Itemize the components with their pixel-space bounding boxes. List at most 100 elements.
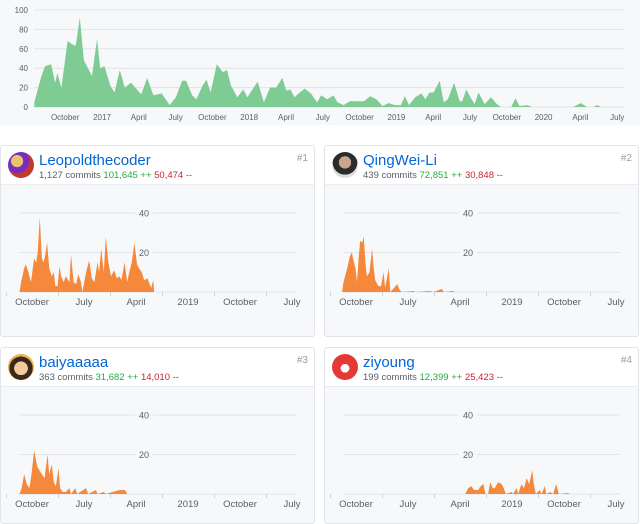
avatar[interactable] (8, 354, 34, 380)
x-tick-label: July (400, 499, 417, 510)
x-tick-label: 2019 (177, 297, 198, 308)
x-tick-label: April (450, 297, 469, 308)
commit-count-link[interactable]: 439 commits (363, 170, 417, 181)
contributor-card: baiyaaaaa 363 commits 31,682 ++ 14,010 -… (0, 347, 315, 524)
y-tick-label: 40 (19, 64, 28, 73)
y-tick-label: 20 (19, 84, 28, 93)
contributor-stats: 439 commits 72,851 ++ 30,848 -- (363, 170, 503, 181)
contributor-rank: #1 (296, 153, 308, 164)
contributor-rank: #4 (620, 355, 632, 366)
x-tick-label: April (572, 113, 588, 122)
additions-count: 101,645 ++ (103, 170, 152, 181)
deletions-count: 30,848 -- (464, 170, 503, 181)
commit-area-series (19, 217, 155, 292)
commit-area-series (341, 236, 455, 292)
contributor-card: Leopoldthecoder 1,127 commits 101,645 ++… (0, 145, 315, 337)
x-tick-label: 2019 (388, 113, 406, 122)
y-tick-label-bg (135, 246, 153, 258)
x-tick-label: July (76, 297, 93, 308)
x-tick-label: October (339, 499, 373, 510)
x-tick-label: July (608, 297, 625, 308)
x-tick-label: 2019 (177, 499, 198, 510)
x-tick-label: April (131, 113, 147, 122)
y-tick-label: 40 (139, 209, 149, 219)
x-tick-label: April (126, 499, 145, 510)
y-tick-label-bg (459, 207, 477, 218)
contributor-name-link[interactable]: QingWei-Li (363, 152, 437, 169)
x-tick-label: 2020 (535, 113, 553, 122)
contributor-header: baiyaaaaa 363 commits 31,682 ++ 14,010 -… (1, 348, 314, 387)
commit-area-series (465, 470, 570, 494)
x-tick-label: October (493, 113, 522, 122)
x-tick-label: July (316, 113, 330, 122)
commit-count-link[interactable]: 1,127 commits (39, 170, 101, 181)
x-tick-label: July (608, 499, 625, 510)
contributor-card: ziyoung 199 commits 12,399 ++ 25,423 -- … (324, 347, 639, 524)
x-tick-label: July (400, 297, 417, 308)
avatar[interactable] (332, 152, 358, 178)
avatar[interactable] (332, 354, 358, 380)
deletions-count: 14,010 -- (140, 372, 179, 383)
x-tick-label: April (278, 113, 294, 122)
contributor-header: QingWei-Li 439 commits 72,851 ++ 30,848 … (325, 146, 638, 185)
x-tick-label: 2019 (501, 297, 522, 308)
contributor-commit-chart: 20 40 October July April 2019 October July (330, 207, 625, 308)
y-tick-label-bg (459, 409, 477, 420)
y-tick-label: 20 (463, 450, 473, 460)
commits-overview-chart: 0 20 40 60 80 100 October 2017 April July October 2… (0, 0, 640, 125)
y-tick-label: 0 (24, 103, 29, 112)
x-tick-label: October (223, 499, 257, 510)
y-tick-label: 100 (15, 6, 29, 15)
contributor-name-link[interactable]: ziyoung (363, 354, 415, 371)
y-tick-label: 80 (19, 25, 28, 34)
x-tick-label: 2017 (93, 113, 111, 122)
x-tick-label: July (463, 113, 477, 122)
y-tick-label: 40 (463, 411, 473, 421)
x-tick-label: April (425, 113, 441, 122)
contributor-name-link[interactable]: baiyaaaaa (39, 354, 109, 371)
x-tick-label: October (15, 499, 49, 510)
contributor-commit-chart: 20 40 October July April 2019 October July (330, 409, 625, 510)
x-tick-label: July (610, 113, 624, 122)
y-tick-label-bg (459, 246, 477, 258)
contributor-stats: 1,127 commits 101,645 ++ 50,474 -- (39, 170, 192, 181)
y-tick-label-bg (135, 207, 153, 218)
contributor-rank: #3 (296, 355, 308, 366)
x-tick-label: 2019 (501, 499, 522, 510)
y-tick-label: 20 (139, 248, 149, 258)
additions-count: 72,851 ++ (419, 170, 463, 181)
additions-count: 12,399 ++ (419, 372, 463, 383)
x-tick-label: October (547, 499, 581, 510)
additions-count: 31,682 ++ (95, 372, 139, 383)
commit-count-link[interactable]: 363 commits (39, 372, 93, 383)
x-tick-label: July (76, 499, 93, 510)
contributor-commit-chart: 20 40 October July April 2019 October July (6, 207, 301, 308)
x-tick-label: April (450, 499, 469, 510)
x-tick-label: October (339, 297, 373, 308)
x-tick-label: October (198, 113, 227, 122)
avatar[interactable] (8, 152, 34, 178)
y-tick-label: 20 (139, 450, 149, 460)
contributor-name-link[interactable]: Leopoldthecoder (39, 152, 151, 169)
y-tick-label-bg (135, 409, 153, 420)
contributor-rank: #2 (620, 153, 632, 164)
y-tick-label-bg (135, 448, 153, 460)
x-tick-label: July (284, 297, 301, 308)
commit-area-series (34, 17, 614, 107)
commit-count-link[interactable]: 199 commits (363, 372, 417, 383)
contributor-header: Leopoldthecoder 1,127 commits 101,645 ++… (1, 146, 314, 185)
deletions-count: 25,423 -- (464, 372, 503, 383)
x-tick-label: October (345, 113, 374, 122)
x-tick-label: October (51, 113, 80, 122)
x-tick-label: July (168, 113, 182, 122)
y-tick-label: 40 (463, 209, 473, 219)
contributor-commit-chart: 20 40 October July April 2019 October July (6, 409, 301, 510)
x-tick-label: April (126, 297, 145, 308)
x-tick-label: October (15, 297, 49, 308)
contributor-card: QingWei-Li 439 commits 72,851 ++ 30,848 … (324, 145, 639, 337)
y-tick-label: 20 (463, 248, 473, 258)
contributor-stats: 199 commits 12,399 ++ 25,423 -- (363, 372, 503, 383)
x-tick-label: October (223, 297, 257, 308)
y-tick-label-bg (459, 448, 477, 460)
contributor-header: ziyoung 199 commits 12,399 ++ 25,423 -- … (325, 348, 638, 387)
